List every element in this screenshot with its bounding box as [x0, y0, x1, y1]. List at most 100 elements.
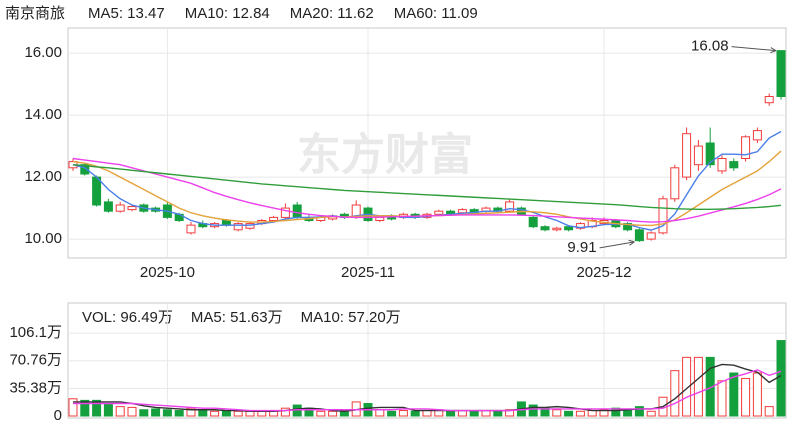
volume-bar [634, 406, 644, 417]
volume-bar [162, 409, 172, 417]
volume-bar [398, 410, 408, 417]
volume-bar [646, 410, 656, 417]
legend-entry: MA10: 12.84 [185, 5, 270, 22]
volume-bar [139, 409, 149, 417]
candle-body [693, 145, 703, 166]
volume-bar [375, 409, 385, 417]
annotation-label: 16.08 [691, 38, 729, 55]
candle-body [717, 157, 727, 172]
watermark: 东方财富 [297, 131, 473, 180]
volume-bar [599, 409, 609, 417]
candle-body [80, 164, 90, 175]
volume-bar [233, 410, 243, 417]
annotation-arrow [731, 46, 777, 52]
volume-bar [387, 410, 397, 417]
volume-bar [611, 407, 621, 417]
volume-bar [210, 410, 220, 417]
candle-body [92, 176, 102, 206]
candle-body [434, 210, 444, 215]
candle-body [705, 142, 715, 166]
candle-body [729, 161, 739, 169]
volume-bar [469, 410, 479, 417]
legend-entry: MA20: 11.62 [290, 5, 374, 22]
volume-bar [717, 380, 727, 417]
annotation-arrow [599, 241, 635, 249]
volume-bar [776, 340, 786, 417]
candle-body [670, 167, 680, 200]
ma-line [73, 363, 782, 413]
volume-bar [186, 407, 196, 417]
candle-body [658, 198, 668, 234]
candle-body [741, 136, 751, 159]
y-tick-label: 10.00 [24, 230, 62, 247]
volume-bar [693, 356, 703, 417]
candle-body [764, 96, 774, 104]
volume-bar [68, 398, 78, 417]
stock-name: 南京商旅 [5, 5, 65, 22]
candle-body [552, 227, 562, 231]
candle-body [280, 207, 290, 218]
volume-bar [682, 356, 692, 417]
arrow-head [628, 239, 635, 246]
volume-bar [280, 407, 290, 417]
volume-bar [339, 410, 349, 417]
candle-body [186, 224, 196, 234]
volume-bar [505, 409, 515, 417]
ma-line [73, 369, 782, 412]
volume-bar [174, 410, 184, 417]
x-tick-label: 2025-10 [140, 264, 195, 281]
legend-entry: MA10: 57.20万 [301, 309, 401, 326]
volume-bar [575, 410, 585, 417]
volume-bar [92, 399, 102, 417]
volume-bar [564, 410, 574, 417]
candle-body [292, 204, 302, 218]
volume-bar [552, 409, 562, 417]
volume-bar [587, 410, 597, 417]
volume-bar [80, 399, 90, 417]
volume-bar [540, 407, 550, 417]
volume-bar [127, 406, 137, 417]
volume-bar [221, 410, 231, 417]
candle-body [564, 226, 574, 231]
legend-entry: MA60: 11.09 [394, 5, 478, 22]
candle-body [115, 204, 125, 212]
volume-bar [328, 410, 338, 417]
candle-body [682, 133, 692, 178]
volume-bar [729, 372, 739, 417]
candle-body [540, 226, 550, 231]
candle-body [269, 216, 279, 221]
volume-bar [481, 410, 491, 417]
candle-body [634, 229, 644, 242]
volume-legend: VOL: 96.49万 [82, 309, 173, 326]
candle-body [103, 201, 113, 212]
volume-bar [752, 372, 762, 417]
candle-body [127, 206, 137, 211]
volume-bar [245, 410, 255, 417]
candle-body [457, 209, 467, 214]
volume-bar [198, 410, 208, 417]
volume-bar [103, 402, 113, 417]
legend-entry: MA5: 51.63万 [191, 309, 283, 326]
candle-body [752, 130, 762, 141]
x-tick-label: 2025-11 [341, 264, 395, 281]
candle-body [233, 223, 243, 231]
volume-bar [457, 410, 467, 417]
annotation-label: 9.91 [567, 239, 596, 256]
volume-bar [705, 356, 715, 417]
candle-body [776, 50, 786, 98]
volume-bar [151, 408, 161, 417]
legend-entry: MA5: 13.47 [88, 5, 165, 22]
volume-bar [115, 406, 125, 417]
y-tick-label: 14.00 [24, 106, 62, 123]
arrow-head [770, 47, 777, 54]
volume-bar [422, 410, 432, 417]
x-tick-label: 2025-12 [576, 264, 631, 281]
y-tick-label: 35.38万 [9, 379, 62, 396]
volume-bar [670, 370, 680, 417]
price-panel [67, 27, 787, 259]
volume-bar [410, 410, 420, 417]
volume-bar [764, 406, 774, 417]
candle-body [245, 223, 255, 229]
y-tick-label: 70.76万 [9, 352, 62, 369]
